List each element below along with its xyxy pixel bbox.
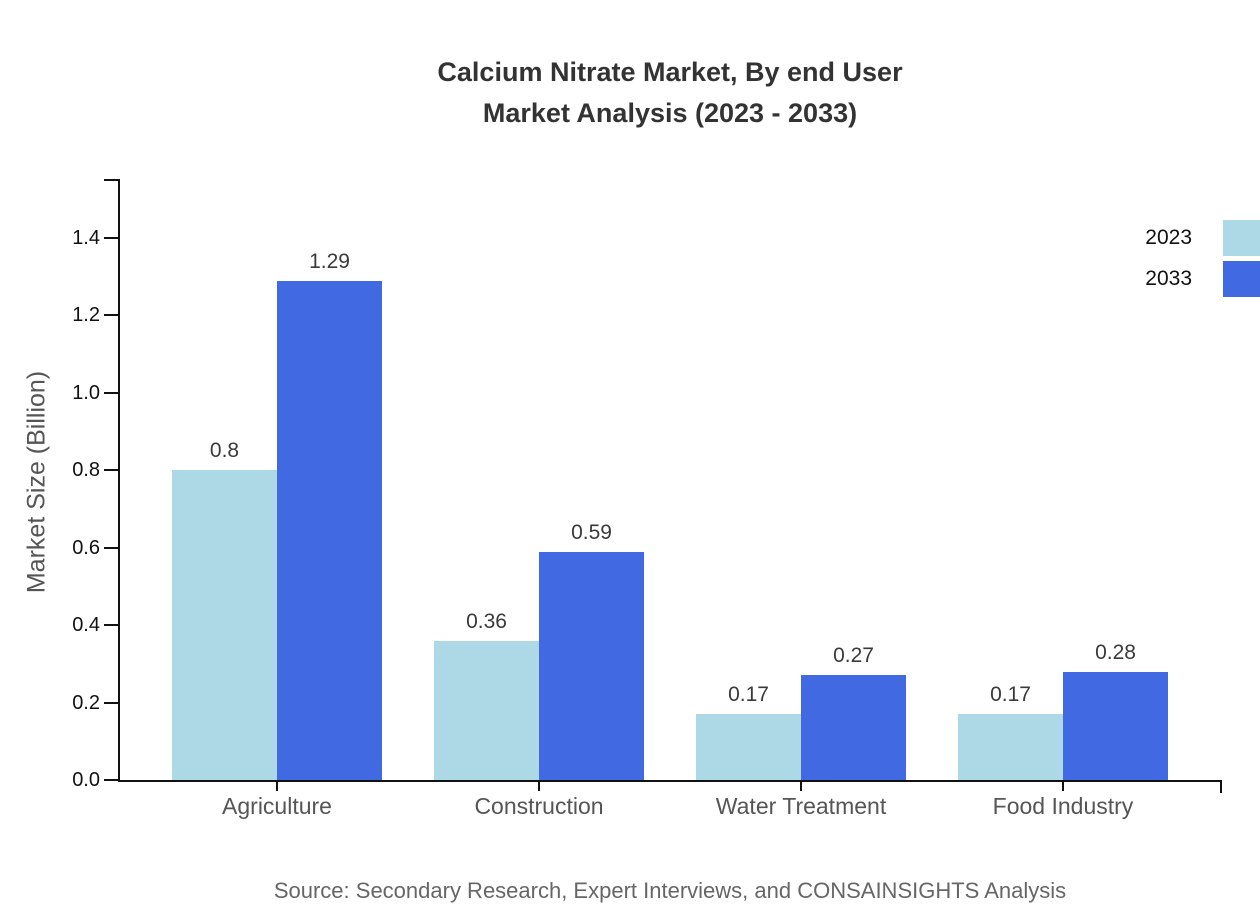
bar-2033-agriculture [277,280,382,780]
y-axis-tick-label: 1.0 [72,381,100,404]
bar-value-label-2023-agriculture: 0.8 [209,439,240,463]
y-axis-tick-label: 0.4 [72,614,100,637]
bar-value-label-2033-water-treatment: 0.27 [833,644,874,668]
chart-title: Calcium Nitrate Market, By end User Mark… [437,52,902,134]
legend-label-2023: 2023 [1145,226,1192,249]
x-axis-tick-construction [538,782,540,791]
y-axis-end-cap [104,179,120,181]
y-axis-tick [104,779,118,781]
legend-swatch-2023 [1223,220,1260,256]
legend-entry-2033: 2033 [1145,261,1260,297]
legend-swatch-2033 [1223,261,1260,297]
y-axis-tick [104,391,118,394]
bar-2033-water-treatment [801,675,906,780]
y-axis-tick [104,701,118,704]
bar-2033-construction [539,551,644,780]
chart-title-line-2: Market Analysis (2023 - 2033) [482,98,858,128]
y-axis-line [118,180,120,782]
chart-title-line-1: Calcium Nitrate Market, By end User [437,57,903,87]
category-label-construction: Construction [474,793,604,819]
bar-2033-food-industry [1063,671,1168,780]
bar-2023-food-industry [958,714,1063,780]
y-axis-tick [104,237,118,239]
legend: 2023 2033 [1145,220,1260,297]
category-label-food-industry: Food Industry [992,793,1134,819]
category-label-water-treatment: Water Treatment [715,793,887,819]
y-axis-tick [104,469,118,472]
y-axis-tick-label: 1.4 [72,227,100,249]
x-axis-tick-food-industry [1062,782,1064,791]
y-axis-tick-label: 0.8 [72,459,100,482]
x-axis-tick-agriculture [276,782,278,791]
bar-2023-construction [434,640,539,780]
bar-value-label-2023-food-industry: 0.17 [990,683,1031,707]
category-label-agriculture: Agriculture [222,793,332,819]
bar-value-label-2023-water-treatment: 0.17 [728,683,769,707]
bar-value-label-2023-construction: 0.36 [466,609,507,633]
bar-value-label-2033-construction: 0.59 [571,520,612,544]
bar-value-label-2033-agriculture: 1.29 [309,249,350,273]
bar-2023-agriculture [172,470,277,780]
legend-entry-2023: 2023 [1145,220,1260,256]
legend-label-2033: 2033 [1145,267,1192,290]
source-note: Source: Secondary Research, Expert Inter… [273,878,1067,903]
y-axis-tick [104,624,118,627]
y-axis-tick [104,546,118,549]
y-axis-tick-label: 0.2 [72,691,100,714]
x-axis-line [118,780,1222,782]
y-axis-tick-label: 0.6 [72,536,100,559]
x-axis-end-cap [1220,780,1222,793]
y-axis-tick [104,314,118,317]
x-axis-tick-water-treatment [800,782,802,791]
y-axis-tick-label: 0.0 [72,769,100,791]
bar-2023-water-treatment [696,714,801,780]
y-axis-tick-label: 1.2 [72,304,100,327]
bar-value-label-2033-food-industry: 0.28 [1095,640,1136,664]
